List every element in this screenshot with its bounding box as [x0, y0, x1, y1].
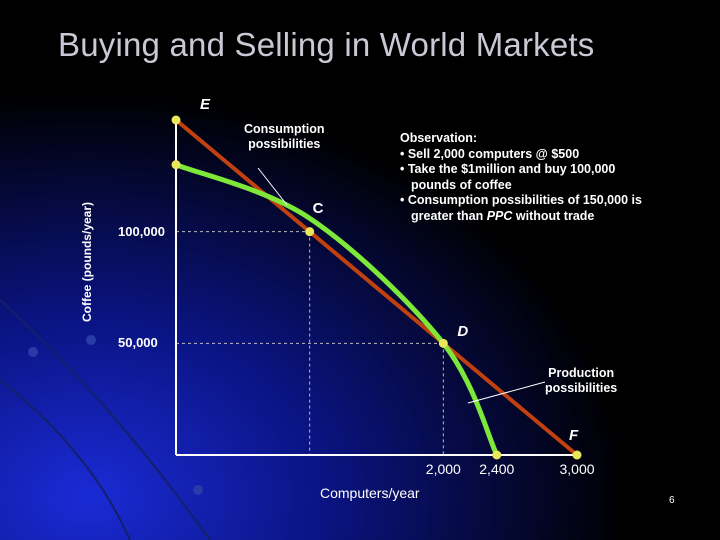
observation-line-5-text: greater than — [411, 208, 487, 223]
x-tick-label: 3,000 — [559, 461, 595, 477]
x-axis-label: Computers/year — [320, 485, 420, 501]
observation-ppc-term: PPC — [486, 208, 513, 223]
page-number: 6 — [669, 495, 675, 506]
consumption-annotation: Consumption possibilities — [244, 122, 325, 152]
chart-axes — [175, 120, 577, 456]
point-label-e: E — [200, 96, 211, 113]
observation-heading: Observation: — [400, 131, 478, 145]
chart-series — [173, 118, 579, 458]
annotation-leaders — [257, 167, 546, 404]
observation-line-1: • Sell 2,000 computers @ $500 — [400, 146, 580, 161]
series-ppc-curve — [173, 162, 500, 458]
production-annotation-line-1: Production — [548, 366, 615, 380]
point-marker-f — [572, 450, 582, 460]
production-leader — [467, 381, 546, 404]
consumption-annotation-line-1: Consumption — [244, 122, 325, 136]
observation-line-4: • Consumption possibilities of 150,000 i… — [400, 193, 642, 207]
point-marker-anchor-1 — [171, 160, 181, 170]
point-marker-anchor-4 — [492, 450, 502, 460]
point-marker-d — [438, 338, 448, 348]
point-label-c: C — [312, 199, 324, 217]
decorative-arcs — [0, 299, 211, 540]
observation-line-3: pounds of coffee — [411, 177, 512, 192]
series-trade-line — [174, 118, 579, 457]
observation-line-5-tail: without trade — [512, 208, 595, 223]
y-tick-label: 100,000 — [118, 223, 165, 239]
decorative-orbs — [28, 335, 203, 495]
guide-lines — [176, 231, 444, 455]
point-marker-e — [171, 115, 181, 125]
y-tick-label: 50,000 — [118, 335, 158, 351]
point-label-f: F — [569, 427, 579, 444]
slide-title: Buying and Selling in World Markets — [58, 26, 595, 63]
x-tick-label: 2,000 — [425, 461, 461, 477]
point-marker-c — [305, 227, 315, 237]
observation-box: Observation: • Sell 2,000 computers @ $5… — [400, 131, 700, 224]
y-axis-label: Coffee (pounds/year) — [80, 201, 94, 323]
production-annotation: Production possibilities — [545, 366, 617, 396]
point-label-d: D — [457, 323, 469, 341]
consumption-annotation-line-2: possibilities — [248, 137, 321, 151]
observation-line-5: greater than PPC without trade — [400, 209, 700, 225]
production-annotation-line-2: possibilities — [545, 381, 618, 395]
chart-markers — [171, 115, 582, 460]
x-tick-label: 2,400 — [479, 461, 515, 477]
observation-line-2: • Take the $1million and buy 100,000 — [400, 162, 616, 176]
consumption-leader — [257, 167, 288, 206]
